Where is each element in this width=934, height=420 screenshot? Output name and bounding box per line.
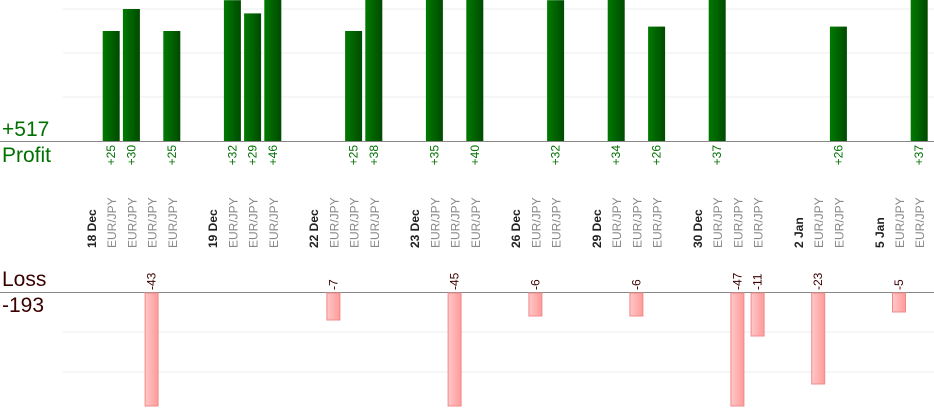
loss-bar[interactable] xyxy=(629,292,644,317)
pair-label: EUR/JPY xyxy=(327,197,341,248)
pair-label: EUR/JPY xyxy=(125,197,139,248)
date-label: 23 Dec xyxy=(408,209,422,248)
pair-label: EUR/JPY xyxy=(651,197,665,248)
loss-value-label: -43 xyxy=(145,272,159,290)
profit-total: +517 xyxy=(2,118,50,141)
profit-bar[interactable] xyxy=(425,0,443,141)
loss-bar[interactable] xyxy=(447,292,462,407)
loss-value-label: -6 xyxy=(528,279,542,290)
pair-label: EUR/JPY xyxy=(550,197,564,248)
loss-total: -193 xyxy=(2,294,45,317)
profit-value-label: +30 xyxy=(124,145,138,166)
profit-value-label: +25 xyxy=(347,145,361,166)
date-label: 18 Dec xyxy=(85,209,99,248)
pair-label: EUR/JPY xyxy=(105,197,119,248)
profit-value-label: +37 xyxy=(710,145,724,166)
loss-value-label: -45 xyxy=(448,272,462,290)
profit-bar[interactable] xyxy=(648,26,666,142)
loss-bar[interactable] xyxy=(326,292,341,321)
loss-bar[interactable] xyxy=(528,292,543,317)
pair-label: EUR/JPY xyxy=(449,197,463,248)
profit-value-label: +35 xyxy=(427,145,441,166)
profit-bar[interactable] xyxy=(244,13,262,141)
pair-label: EUR/JPY xyxy=(610,197,624,248)
pair-label: EUR/JPY xyxy=(267,197,281,248)
profit-bar[interactable] xyxy=(607,0,625,141)
pair-label: EUR/JPY xyxy=(428,197,442,248)
profit-value-label: +32 xyxy=(549,145,563,166)
loss-bar[interactable] xyxy=(730,292,745,407)
profit-value-label: +34 xyxy=(609,145,623,166)
date-label: 19 Dec xyxy=(206,209,220,248)
date-label: 5 Jan xyxy=(873,217,887,248)
pair-label: EUR/JPY xyxy=(913,197,927,248)
profit-value-label: +38 xyxy=(367,145,381,166)
profit-value-label: +26 xyxy=(650,145,664,166)
profit-bar[interactable] xyxy=(122,9,140,141)
pair-label: EUR/JPY xyxy=(731,197,745,248)
loss-bar[interactable] xyxy=(811,292,826,385)
profit-bar[interactable] xyxy=(264,0,282,141)
pair-label: EUR/JPY xyxy=(146,197,160,248)
pair-label: EUR/JPY xyxy=(368,197,382,248)
profit-value-label: +26 xyxy=(831,145,845,166)
profit-bar[interactable] xyxy=(547,0,565,142)
pair-label: EUR/JPY xyxy=(630,197,644,248)
date-label: 29 Dec xyxy=(590,209,604,248)
date-label: 30 Dec xyxy=(691,209,705,248)
date-label: 22 Dec xyxy=(307,209,321,248)
profit-bar[interactable] xyxy=(708,0,726,141)
date-label: 26 Dec xyxy=(509,209,523,248)
profit-bar[interactable] xyxy=(345,31,363,141)
loss-bar[interactable] xyxy=(144,292,159,407)
pair-label: EUR/JPY xyxy=(711,197,725,248)
loss-value-label: -47 xyxy=(730,272,744,290)
profit-bar[interactable] xyxy=(163,31,181,141)
loss-value-label: -6 xyxy=(629,279,643,290)
pair-label: EUR/JPY xyxy=(226,197,240,248)
loss-value-label: -11 xyxy=(751,273,765,290)
pair-label: EUR/JPY xyxy=(529,197,543,248)
profit-value-label: +25 xyxy=(165,145,179,166)
pair-label: EUR/JPY xyxy=(348,197,362,248)
loss-value-label: -7 xyxy=(326,279,340,290)
profit-label: Profit xyxy=(2,144,52,167)
loss-bar[interactable] xyxy=(750,292,765,337)
profit-bar[interactable] xyxy=(365,0,383,141)
profit-value-label: +32 xyxy=(225,145,239,166)
chart-marks: 18 Dec EUR/JPY +25 EUR/JPY +30 EUR/JPY -43 EUR/… xyxy=(85,0,928,407)
loss-bar[interactable] xyxy=(892,292,906,313)
pair-label: EUR/JPY xyxy=(893,197,907,248)
loss-label: Loss xyxy=(2,268,47,291)
profit-bar[interactable] xyxy=(102,31,120,141)
profit-value-label: +46 xyxy=(266,145,280,166)
pair-label: EUR/JPY xyxy=(832,197,846,248)
date-label: 2 Jan xyxy=(792,217,806,248)
profit-value-label: +40 xyxy=(468,145,482,166)
pair-label: EUR/JPY xyxy=(469,197,483,248)
profit-bar[interactable] xyxy=(223,0,241,142)
profit-value-label: +25 xyxy=(104,145,118,166)
profit-value-label: +37 xyxy=(912,145,926,166)
profit-bar[interactable] xyxy=(466,0,484,141)
loss-value-label: -5 xyxy=(892,279,906,290)
pair-label: EUR/JPY xyxy=(247,197,261,248)
profit-bar[interactable] xyxy=(829,26,847,142)
loss-value-label: -23 xyxy=(811,272,825,290)
profit-value-label: +29 xyxy=(246,145,260,166)
profit-bar[interactable] xyxy=(910,0,928,141)
pair-label: EUR/JPY xyxy=(166,197,180,248)
pair-label: EUR/JPY xyxy=(752,197,766,248)
pair-label: EUR/JPY xyxy=(812,197,826,248)
